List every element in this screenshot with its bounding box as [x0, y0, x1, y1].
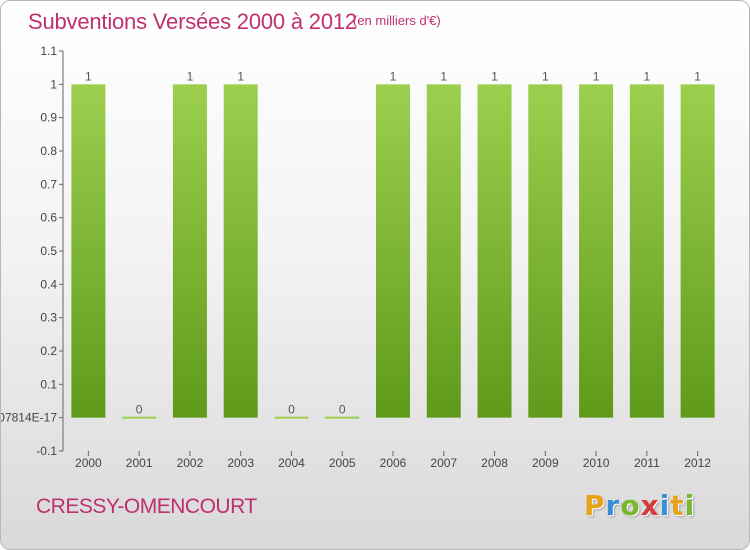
bar [528, 84, 563, 418]
x-tick-label: 2003 [227, 456, 254, 470]
data-label: 1 [237, 69, 244, 83]
y-tick-label: 0.4 [40, 277, 57, 291]
y-tick-label: 1.1 [40, 44, 57, 58]
y-tick-label: 1 [50, 77, 57, 91]
x-tick-label: 2012 [684, 456, 711, 470]
y-tick-label: 0.7 [40, 177, 57, 191]
logo-letter: t [670, 489, 685, 522]
logo-letter: r [605, 489, 621, 522]
x-tick-label: 2000 [75, 456, 102, 470]
x-tick-label: 2008 [481, 456, 508, 470]
data-label: 1 [491, 69, 498, 83]
x-tick-label: 2006 [380, 456, 407, 470]
bar [71, 84, 106, 418]
commune-name: CRESSY-OMENCOURT [36, 495, 257, 518]
x-tick-label: 2009 [532, 456, 559, 470]
x-tick-label: 2005 [329, 456, 356, 470]
logo-letter: x [640, 489, 660, 522]
data-label: 1 [85, 69, 92, 83]
logo-letter: o [620, 489, 641, 522]
bar [122, 416, 157, 419]
x-tick-label: 2010 [583, 456, 610, 470]
logo-letter: i [659, 489, 671, 522]
bar [680, 84, 715, 418]
chart-unit: (en milliers d'€) [353, 13, 441, 28]
bar [223, 84, 258, 418]
data-label: 0 [288, 403, 295, 417]
proxiti-logo: Proxiti [584, 489, 695, 522]
bar [579, 84, 614, 418]
data-label: 1 [644, 69, 651, 83]
data-label: 1 [694, 69, 701, 83]
y-tick-label: 0.1 [40, 377, 57, 391]
y-tick-label: 0.5 [40, 244, 57, 258]
bar [376, 84, 410, 418]
bar [172, 84, 207, 418]
data-label: 1 [542, 69, 549, 83]
logo-letter: i [684, 489, 696, 522]
y-tick-label: 0.6 [40, 211, 57, 225]
data-label: 1 [187, 69, 194, 83]
bar [274, 416, 309, 419]
bar [629, 84, 664, 418]
y-tick-label: 0.3 [40, 311, 57, 325]
x-tick-label: 2002 [177, 456, 204, 470]
x-tick-label: 2011 [634, 456, 660, 470]
y-tick-label: 1.3877787807814E-17 [1, 411, 57, 425]
y-tick-label: 0.9 [40, 111, 57, 125]
bar [426, 84, 461, 418]
x-tick-label: 2004 [278, 456, 305, 470]
y-tick-label: -0.1 [36, 444, 57, 458]
data-label: 0 [339, 403, 346, 417]
x-tick-label: 2007 [430, 456, 457, 470]
chart-title: Subventions Versées 2000 à 2012 [28, 9, 357, 34]
y-tick-label: 0.8 [40, 144, 57, 158]
bar [325, 416, 360, 419]
data-label: 0 [136, 403, 143, 417]
data-label: 1 [593, 69, 600, 83]
data-label: 1 [440, 69, 447, 83]
y-tick-label: 0.2 [40, 344, 57, 358]
bar [477, 84, 512, 418]
data-label: 1 [390, 69, 397, 83]
logo-letter: P [584, 489, 606, 522]
x-tick-label: 2001 [126, 456, 153, 470]
